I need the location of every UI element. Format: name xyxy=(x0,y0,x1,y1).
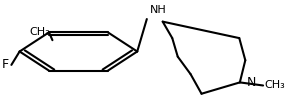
Text: CH₃: CH₃ xyxy=(29,27,50,37)
Text: NH: NH xyxy=(150,5,166,15)
Text: F: F xyxy=(1,58,9,71)
Text: CH₃: CH₃ xyxy=(264,80,285,91)
Text: N: N xyxy=(247,76,256,89)
